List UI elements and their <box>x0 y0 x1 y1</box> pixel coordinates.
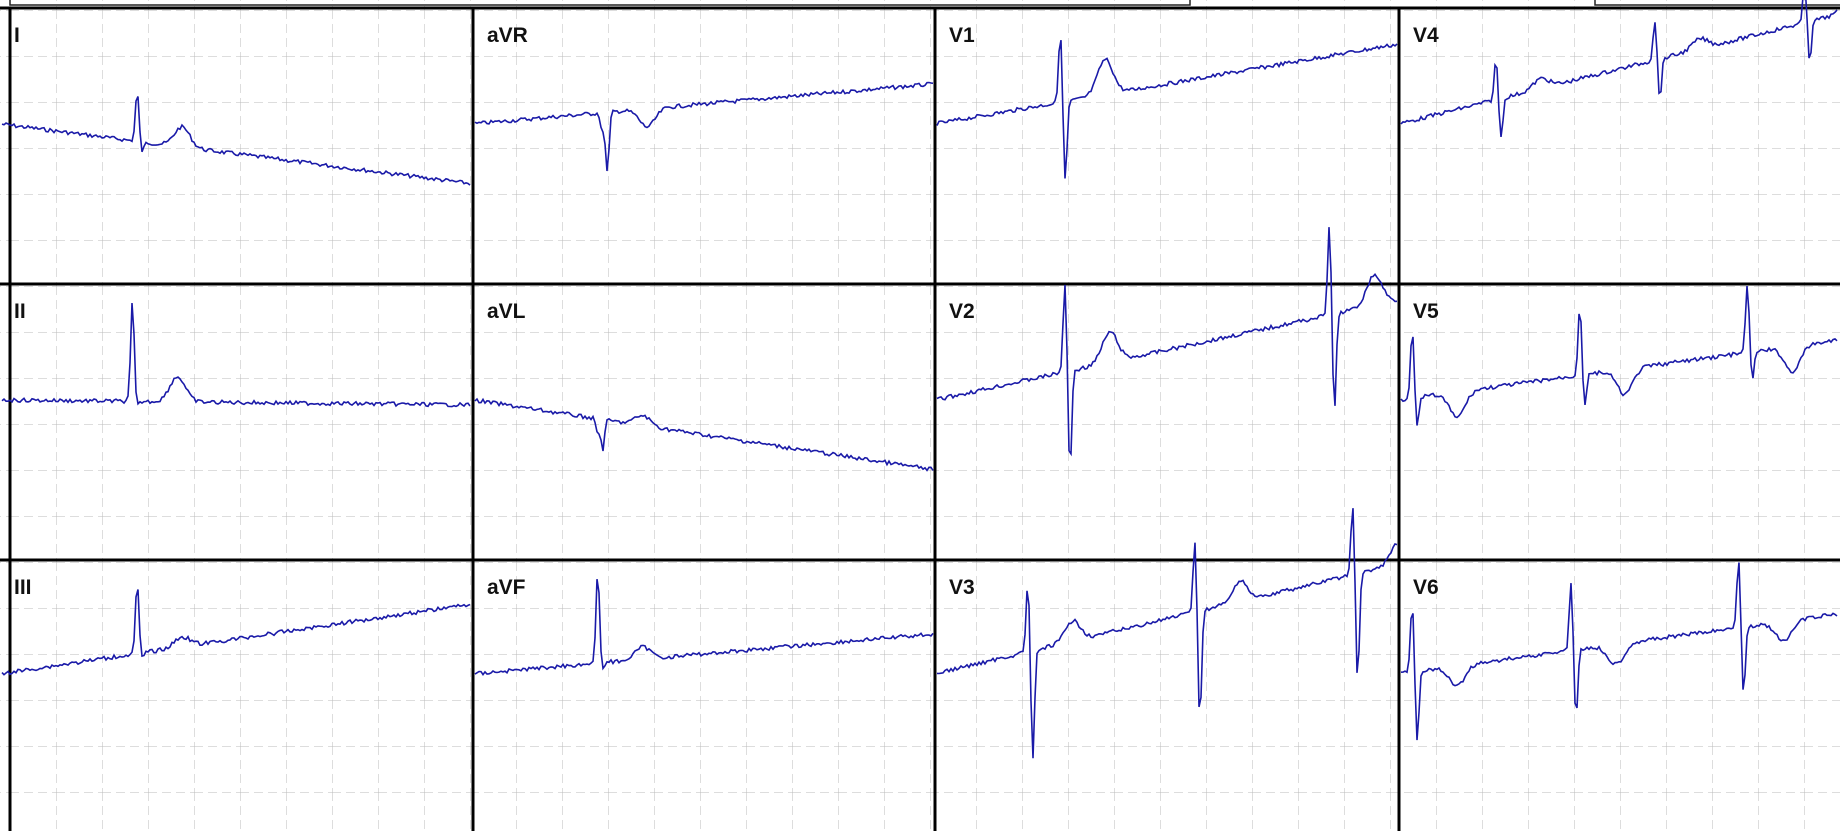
header-box <box>9 0 1191 6</box>
ecg-trace <box>1 589 471 676</box>
lead-label: I <box>14 24 20 47</box>
header-box <box>1594 0 1840 6</box>
ecg-trace <box>936 508 1398 759</box>
ecg-trace <box>1400 286 1838 426</box>
lead-label: aVL <box>487 300 526 323</box>
lead-frames <box>0 6 1840 831</box>
lead-label: V1 <box>949 24 975 47</box>
lead-label: V4 <box>1413 24 1439 47</box>
ecg-trace <box>474 578 934 676</box>
ecg-trace <box>474 81 934 172</box>
ecg-trace <box>936 40 1398 179</box>
ecg-trace <box>1 96 471 186</box>
ecg-trace <box>1400 562 1838 741</box>
lead-label: V5 <box>1413 300 1439 323</box>
lead-label: V2 <box>949 300 975 323</box>
lead-label: V6 <box>1413 576 1439 599</box>
ecg-trace <box>1 302 471 408</box>
lead-label: aVF <box>487 576 526 599</box>
ecg-trace <box>936 227 1398 457</box>
lead-label: aVR <box>487 24 528 47</box>
ecg-trace <box>474 397 934 472</box>
lead-label: III <box>14 576 32 599</box>
ecg-trace <box>1400 0 1838 137</box>
lead-label: V3 <box>949 576 975 599</box>
lead-label: II <box>14 300 26 323</box>
